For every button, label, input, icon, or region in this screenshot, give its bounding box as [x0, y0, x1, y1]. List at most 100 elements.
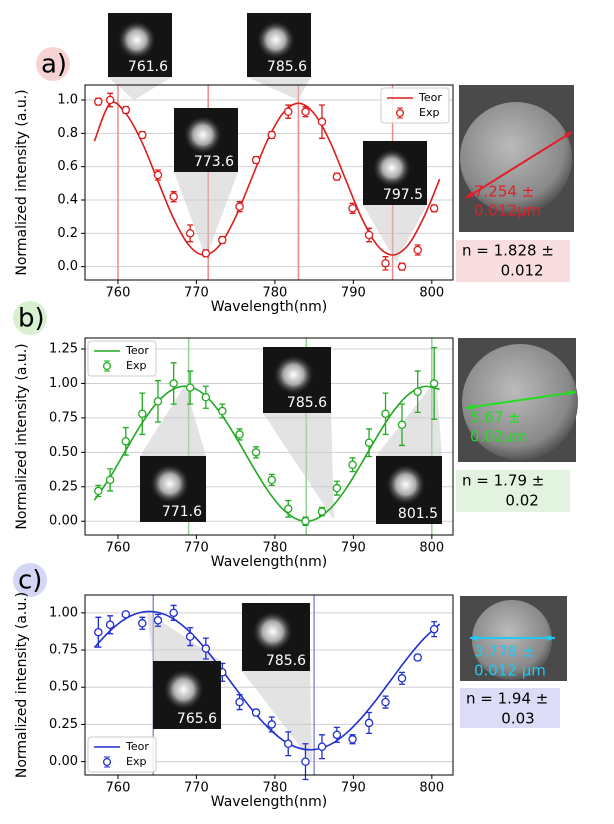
data-point: [121, 437, 131, 446]
y-tick-label: 0.8: [57, 126, 78, 141]
inset-label: 771.6: [162, 504, 202, 520]
data-point: [364, 230, 374, 240]
arrow-head: [547, 634, 555, 642]
inset-pointer: [247, 77, 311, 100]
y-tick-label: 0.75: [49, 643, 78, 658]
panel-label-bg: [13, 563, 47, 597]
data-point: [348, 735, 357, 744]
legend-swatch: [102, 361, 112, 371]
arrow-head: [466, 403, 474, 411]
data-point: [138, 619, 147, 628]
x-tick-label: 780: [262, 781, 287, 796]
x-tick-label: 790: [341, 781, 366, 796]
inset-spot: [385, 464, 426, 505]
data-point: [251, 448, 261, 457]
n-box: [460, 688, 560, 728]
data-point: [235, 697, 244, 707]
inset-label: 773.6: [194, 154, 234, 170]
data-point: [105, 475, 115, 485]
y-tick-label: 0.50: [49, 445, 78, 460]
x-axis-label: Wavelength(nm): [211, 299, 327, 315]
legend-label: Exp: [419, 106, 439, 119]
data-point: [153, 397, 163, 406]
data-point: [201, 644, 211, 653]
y-tick-label: 0.25: [49, 479, 78, 494]
size-label: 0.012μm: [474, 202, 541, 220]
data-point: [185, 229, 195, 238]
data-point: [201, 249, 211, 258]
y-axis-label: Normalized intensity (a.u.): [14, 89, 30, 275]
data-point: [301, 107, 310, 116]
data-point: [301, 757, 310, 766]
inset-pointer: [263, 413, 334, 520]
data-point: [397, 262, 407, 271]
legend-label: Exp: [126, 755, 146, 768]
x-tick-label: 770: [184, 286, 209, 301]
y-tick-label: 0.6: [57, 159, 78, 174]
arrow-head: [568, 389, 576, 397]
size-label: 0.02μm: [470, 428, 528, 446]
y-tick-label: 0.2: [57, 226, 78, 241]
inset-spot: [183, 115, 222, 155]
data-point: [185, 632, 195, 641]
data-point: [94, 486, 103, 496]
inset-label: 785.6: [287, 395, 327, 411]
x-tick-label: 780: [262, 286, 287, 301]
size-arrow: [465, 391, 577, 409]
axes-frame: [84, 337, 454, 536]
data-point: [185, 383, 195, 392]
y-tick-label: 0.25: [49, 717, 78, 732]
panel-label: a): [41, 50, 67, 80]
data-point: [397, 420, 407, 430]
data-point: [317, 117, 327, 126]
panel-label-bg: [13, 301, 47, 335]
x-tick-label: 790: [341, 541, 366, 556]
theory-curve: [93, 385, 440, 522]
inset-spot: [256, 20, 295, 60]
arrow-head: [466, 191, 474, 198]
y-axis-label: Normalized intensity (a.u.): [14, 343, 30, 529]
size-label: 3.778 ±: [474, 643, 534, 661]
data-point: [283, 107, 293, 116]
x-tick-label: 780: [262, 541, 287, 556]
legend-label: Exp: [126, 359, 146, 372]
inset-pointer: [108, 77, 172, 100]
data-point: [348, 460, 357, 469]
x-tick-label: 800: [419, 541, 444, 556]
x-tick-label: 790: [341, 286, 366, 301]
data-point: [364, 438, 374, 447]
inset-label: 797.5: [383, 187, 423, 203]
y-tick-label: 0.4: [57, 193, 78, 208]
n-label: n = 1.828 ±: [462, 242, 554, 260]
x-tick-label: 760: [106, 781, 131, 796]
data-point: [201, 392, 211, 402]
inset-spot: [149, 463, 190, 504]
inset-spot: [163, 669, 205, 710]
axes-frame: [84, 594, 454, 776]
x-tick-label: 760: [106, 541, 131, 556]
panel-label: c): [18, 566, 42, 596]
data-point: [267, 475, 276, 485]
panel-label: b): [18, 304, 45, 334]
data-point: [94, 97, 103, 106]
data-point: [169, 192, 178, 201]
y-tick-label: 0.50: [49, 680, 78, 695]
y-tick-label: 0.75: [49, 410, 78, 425]
data-point: [317, 742, 327, 751]
data-point: [251, 155, 261, 165]
x-axis-label: Wavelength(nm): [211, 794, 327, 810]
data-point: [429, 624, 439, 634]
theory-curve: [93, 101, 441, 256]
inset-pointer: [376, 380, 442, 456]
data-point: [138, 130, 147, 140]
data-point: [283, 739, 293, 749]
sem-sphere: [472, 600, 552, 680]
inset-label: 761.6: [128, 59, 168, 75]
y-tick-label: 1.0: [57, 93, 78, 108]
data-point: [413, 245, 422, 255]
sem-sphere: [460, 102, 572, 214]
inset-spot: [117, 20, 156, 60]
legend-swatch: [102, 757, 112, 767]
x-tick-label: 770: [184, 541, 209, 556]
